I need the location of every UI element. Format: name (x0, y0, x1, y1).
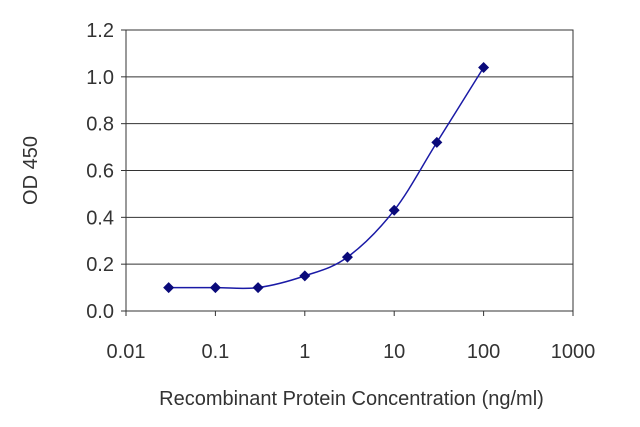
y-tick-label: 0.2 (86, 254, 114, 276)
data-point (299, 270, 311, 282)
series-markers (163, 61, 490, 294)
y-tick-label: 1.0 (86, 67, 114, 89)
y-tick-label: 0.6 (86, 161, 114, 183)
x-tick-label: 0.1 (201, 341, 229, 363)
y-axis-ticks: 0.0 0.2 0.4 0.6 0.8 1.0 1.2 (86, 20, 126, 323)
x-axis-ticks: 0.01 0.1 1 10 100 1000 (107, 311, 596, 363)
x-tick-label: 1000 (551, 341, 596, 363)
x-tick-label: 1 (299, 341, 310, 363)
data-point (163, 282, 175, 294)
data-point (209, 282, 221, 294)
x-tick-label: 10 (383, 341, 405, 363)
x-tick-label: 0.01 (107, 341, 146, 363)
y-axis-title: OD 450 (20, 136, 42, 205)
data-point (341, 251, 353, 263)
data-point (431, 136, 443, 148)
series-line (168, 67, 485, 290)
y-tick-label: 0.8 (86, 114, 114, 136)
x-tick-label: 100 (467, 341, 500, 363)
data-point (252, 282, 264, 294)
y-tick-label: 1.2 (86, 20, 114, 42)
y-tick-label: 0.4 (86, 207, 114, 229)
gridlines (126, 76, 573, 265)
data-point (388, 204, 400, 216)
y-tick-label: 0.0 (86, 301, 114, 323)
x-axis-title: Recombinant Protein Concentration (ng/ml… (159, 388, 544, 410)
data-point (478, 61, 490, 73)
